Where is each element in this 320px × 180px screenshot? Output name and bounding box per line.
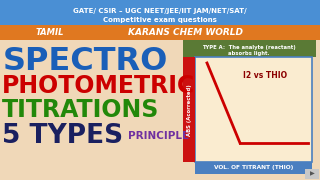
Bar [183, 57, 195, 162]
Text: SPECTRO: SPECTRO [3, 46, 168, 78]
Text: TAMIL: TAMIL [36, 28, 64, 37]
Text: ABS (Acorrected): ABS (Acorrected) [187, 84, 191, 136]
Bar [195, 57, 312, 162]
Bar [195, 162, 312, 174]
Text: PRINCIPLE: PRINCIPLE [128, 131, 189, 141]
Text: I2 vs THIO: I2 vs THIO [243, 71, 287, 80]
Text: Competitive exam questions: Competitive exam questions [103, 17, 217, 23]
Text: KARANS CHEM WORLD: KARANS CHEM WORLD [127, 28, 243, 37]
Text: PHOTOMETRIC: PHOTOMETRIC [2, 74, 195, 98]
Bar [0, 25, 320, 40]
Bar [0, 40, 320, 180]
Text: 5 TYPES: 5 TYPES [2, 123, 123, 149]
Text: VOL. OF TITRANT (THIO): VOL. OF TITRANT (THIO) [214, 165, 293, 170]
Text: GATE/ CSIR – UGC NEET/JEE/IIT JAM/NET/SAT/: GATE/ CSIR – UGC NEET/JEE/IIT JAM/NET/SA… [73, 8, 247, 14]
Text: TITRATIONS: TITRATIONS [2, 98, 159, 122]
Text: ▶: ▶ [310, 172, 314, 177]
Bar [305, 169, 319, 179]
Bar [183, 40, 316, 57]
Text: TYPE A:  The analyte (reactant): TYPE A: The analyte (reactant) [202, 44, 296, 50]
Bar [0, 0, 320, 25]
Text: absorbs light.: absorbs light. [228, 51, 270, 57]
